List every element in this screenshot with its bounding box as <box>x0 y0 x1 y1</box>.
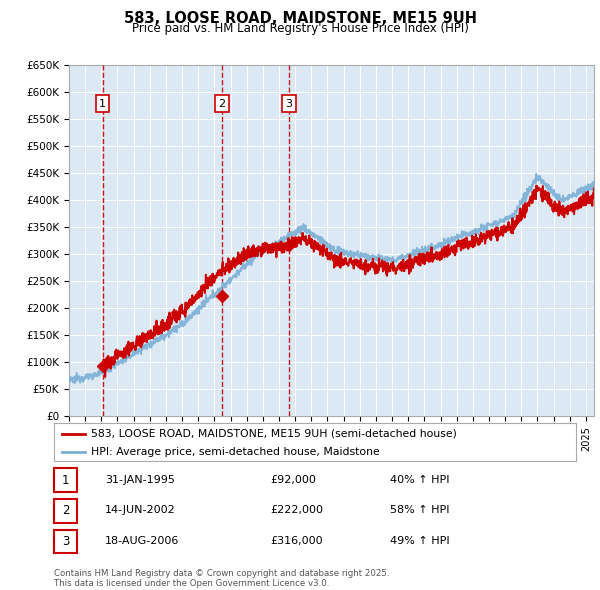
Text: 3: 3 <box>62 535 69 548</box>
Text: 1: 1 <box>62 474 69 487</box>
Text: £92,000: £92,000 <box>270 475 316 484</box>
Text: 40% ↑ HPI: 40% ↑ HPI <box>390 475 449 484</box>
Text: 49% ↑ HPI: 49% ↑ HPI <box>390 536 449 546</box>
Text: £316,000: £316,000 <box>270 536 323 546</box>
Text: 583, LOOSE ROAD, MAIDSTONE, ME15 9UH: 583, LOOSE ROAD, MAIDSTONE, ME15 9UH <box>124 11 476 25</box>
Text: 1: 1 <box>99 99 106 109</box>
Text: 31-JAN-1995: 31-JAN-1995 <box>105 475 175 484</box>
Text: Price paid vs. HM Land Registry's House Price Index (HPI): Price paid vs. HM Land Registry's House … <box>131 22 469 35</box>
Text: 583, LOOSE ROAD, MAIDSTONE, ME15 9UH (semi-detached house): 583, LOOSE ROAD, MAIDSTONE, ME15 9UH (se… <box>91 429 457 439</box>
Text: HPI: Average price, semi-detached house, Maidstone: HPI: Average price, semi-detached house,… <box>91 447 379 457</box>
Text: 14-JUN-2002: 14-JUN-2002 <box>105 506 176 515</box>
Text: 2: 2 <box>62 504 69 517</box>
Text: Contains HM Land Registry data © Crown copyright and database right 2025.
This d: Contains HM Land Registry data © Crown c… <box>54 569 389 588</box>
Text: 58% ↑ HPI: 58% ↑ HPI <box>390 506 449 515</box>
Text: £222,000: £222,000 <box>270 506 323 515</box>
Text: 18-AUG-2006: 18-AUG-2006 <box>105 536 179 546</box>
Text: 2: 2 <box>218 99 225 109</box>
Text: 3: 3 <box>286 99 293 109</box>
